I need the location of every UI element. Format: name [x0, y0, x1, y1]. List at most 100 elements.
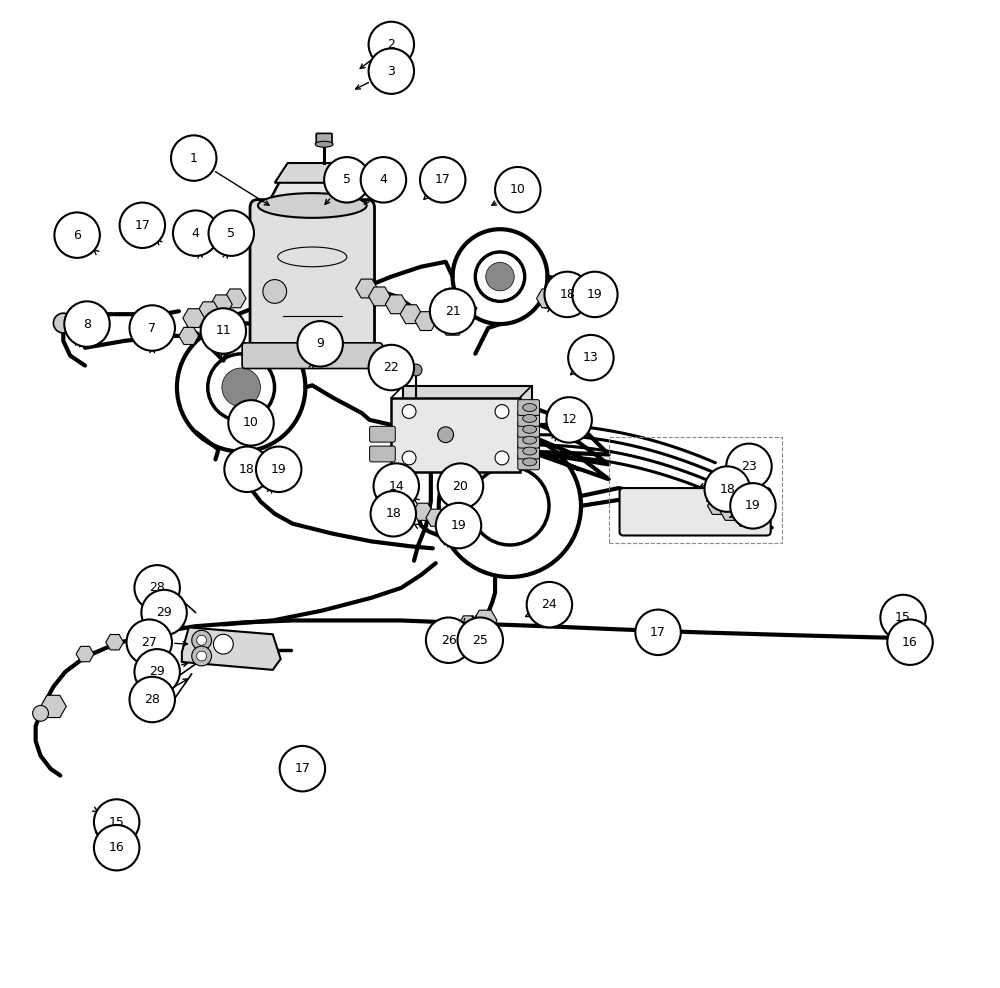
- Text: 15: 15: [895, 611, 911, 624]
- Circle shape: [129, 305, 175, 351]
- Circle shape: [474, 470, 545, 541]
- Polygon shape: [400, 304, 422, 324]
- Text: 18: 18: [719, 482, 735, 496]
- Text: 1: 1: [190, 151, 198, 165]
- Text: 22: 22: [383, 361, 399, 374]
- Polygon shape: [473, 611, 497, 630]
- Circle shape: [209, 210, 254, 256]
- Text: 15: 15: [109, 815, 125, 829]
- Polygon shape: [41, 696, 66, 717]
- Text: 27: 27: [141, 635, 157, 649]
- FancyBboxPatch shape: [391, 397, 520, 471]
- Circle shape: [210, 357, 272, 418]
- Circle shape: [224, 447, 270, 492]
- Circle shape: [426, 618, 471, 663]
- Text: 17: 17: [435, 173, 451, 187]
- FancyBboxPatch shape: [370, 447, 395, 462]
- Circle shape: [94, 799, 139, 845]
- Circle shape: [572, 272, 618, 317]
- Circle shape: [228, 400, 274, 446]
- Circle shape: [197, 651, 207, 661]
- Circle shape: [192, 646, 212, 666]
- Circle shape: [297, 321, 343, 367]
- Polygon shape: [426, 509, 446, 527]
- Polygon shape: [707, 497, 727, 515]
- Text: 8: 8: [83, 317, 91, 331]
- Circle shape: [486, 263, 514, 290]
- Circle shape: [263, 280, 287, 303]
- Text: 25: 25: [472, 633, 488, 647]
- Circle shape: [913, 630, 929, 646]
- Text: 16: 16: [109, 841, 125, 855]
- Circle shape: [192, 630, 212, 650]
- Circle shape: [127, 619, 172, 665]
- Circle shape: [361, 157, 406, 203]
- Polygon shape: [385, 294, 407, 314]
- Text: 17: 17: [294, 762, 310, 776]
- Text: 5: 5: [343, 173, 351, 187]
- Circle shape: [369, 345, 414, 390]
- Circle shape: [420, 157, 465, 203]
- FancyBboxPatch shape: [620, 488, 771, 535]
- Text: 17: 17: [134, 218, 150, 232]
- FancyBboxPatch shape: [250, 200, 375, 359]
- Polygon shape: [224, 288, 246, 308]
- Text: 3: 3: [387, 64, 395, 78]
- Polygon shape: [413, 503, 433, 521]
- Text: 6: 6: [73, 228, 81, 242]
- Circle shape: [134, 565, 180, 611]
- Circle shape: [880, 595, 926, 640]
- FancyBboxPatch shape: [403, 385, 532, 460]
- Text: 17: 17: [650, 625, 666, 639]
- Text: 28: 28: [144, 693, 160, 706]
- Circle shape: [546, 397, 592, 443]
- Circle shape: [369, 48, 414, 94]
- Circle shape: [705, 466, 750, 512]
- Circle shape: [527, 582, 572, 627]
- Ellipse shape: [523, 404, 537, 412]
- Circle shape: [458, 618, 503, 663]
- Text: 10: 10: [243, 416, 259, 430]
- Text: 20: 20: [453, 479, 468, 493]
- Circle shape: [495, 405, 509, 419]
- Text: 11: 11: [215, 324, 231, 338]
- Text: 5: 5: [227, 226, 235, 240]
- Text: 10: 10: [510, 183, 526, 197]
- Circle shape: [256, 447, 301, 492]
- Polygon shape: [265, 180, 360, 209]
- Circle shape: [438, 463, 483, 509]
- Circle shape: [213, 634, 233, 654]
- Circle shape: [495, 167, 541, 212]
- Ellipse shape: [523, 447, 537, 454]
- Polygon shape: [76, 646, 94, 662]
- FancyBboxPatch shape: [518, 400, 540, 416]
- Circle shape: [171, 135, 216, 181]
- Polygon shape: [198, 301, 219, 321]
- Ellipse shape: [523, 458, 537, 466]
- Circle shape: [544, 272, 590, 317]
- Circle shape: [477, 254, 523, 299]
- Circle shape: [129, 677, 175, 722]
- Ellipse shape: [523, 437, 537, 445]
- Text: 12: 12: [561, 413, 577, 427]
- Polygon shape: [183, 308, 205, 328]
- Circle shape: [54, 212, 100, 258]
- FancyBboxPatch shape: [518, 454, 540, 469]
- Circle shape: [436, 503, 481, 548]
- Text: 21: 21: [445, 304, 460, 318]
- Text: 16: 16: [902, 635, 918, 649]
- Circle shape: [730, 483, 776, 529]
- Polygon shape: [550, 294, 572, 314]
- Polygon shape: [179, 327, 199, 345]
- Polygon shape: [356, 279, 377, 298]
- Circle shape: [141, 590, 187, 635]
- Polygon shape: [440, 313, 465, 335]
- Ellipse shape: [258, 194, 367, 218]
- Circle shape: [33, 705, 48, 721]
- Circle shape: [197, 635, 207, 645]
- Circle shape: [173, 210, 218, 256]
- Text: 18: 18: [385, 507, 401, 521]
- Text: 19: 19: [271, 462, 287, 476]
- Polygon shape: [140, 624, 158, 640]
- Ellipse shape: [315, 141, 333, 147]
